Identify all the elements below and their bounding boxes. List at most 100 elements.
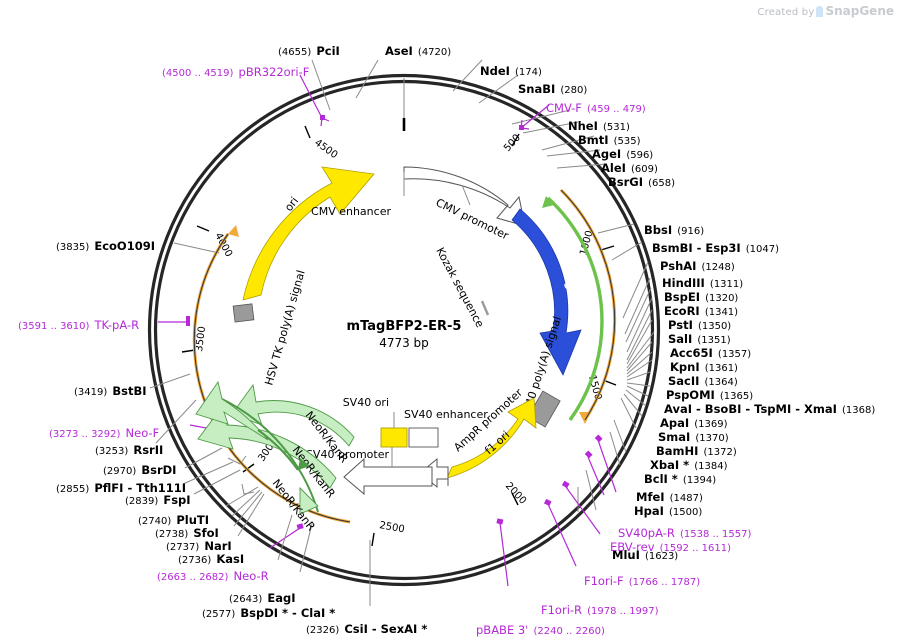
enzyme-label-ndei[interactable]: NdeI (174) — [480, 62, 542, 78]
enzyme-label-bamhi[interactable]: BamHI (1372) — [656, 442, 737, 458]
enzyme-name: BspEI — [664, 290, 700, 304]
enzyme-name: BmtI — [578, 133, 609, 147]
enzyme-leader-lines-right — [577, 223, 655, 512]
enzyme-label-ecori[interactable]: EcoRI (1341) — [664, 302, 738, 318]
primer-label-tk-pa-r[interactable]: (3591 .. 3610) TK-pA-R — [18, 316, 139, 332]
enzyme-pos: (1487) — [669, 493, 703, 504]
primer-label-f1ori-f[interactable]: F1ori-F (1766 .. 1787) — [584, 572, 700, 588]
enzyme-name: PflFI - Tth111I — [94, 481, 187, 495]
enzyme-label-eagi[interactable]: (2643) EagI — [229, 589, 296, 605]
enzyme-label-mfei[interactable]: MfeI (1487) — [636, 488, 703, 504]
primer-label-pbabe-3prime[interactable]: pBABE 3' (2240 .. 2260) — [476, 621, 605, 637]
enzyme-label-kpni[interactable]: KpnI (1361) — [670, 358, 738, 374]
enzyme-name: SmaI — [658, 430, 691, 444]
enzyme-label-hindiii[interactable]: HindIII (1311) — [662, 274, 743, 290]
enzyme-label-snabi[interactable]: SnaBI (280) — [518, 80, 587, 96]
primer-name: Neo-F — [125, 426, 160, 440]
enzyme-name: PciI — [316, 44, 340, 58]
enzyme-label-nari[interactable]: (2737) NarI — [166, 537, 232, 553]
enzyme-name: AseI — [385, 44, 413, 58]
enzyme-pos: (1311) — [709, 279, 744, 290]
enzyme-label-bspdi-clai[interactable]: (2577) BspDI * - ClaI * — [202, 604, 335, 620]
enzyme-label-pspomi[interactable]: PspOMI (1365) — [666, 386, 753, 402]
enzyme-name: FspI — [163, 493, 191, 507]
enzyme-pos: (174) — [515, 67, 542, 78]
enzyme-label-pflfi-tth111i[interactable]: (2855) PflFI - Tth111I — [56, 479, 186, 495]
enzyme-pos: (916) — [677, 226, 705, 237]
enzyme-pos: (1365) — [719, 391, 754, 402]
enzyme-pos: (1394) — [682, 475, 717, 486]
enzyme-pos: (1320) — [705, 293, 739, 304]
primer-range: (459 .. 479) — [587, 104, 646, 115]
enzyme-label-kasi[interactable]: (2736) KasI — [178, 550, 244, 566]
primer-range: (4500 .. 4519) — [162, 68, 234, 79]
enzyme-label-pluti[interactable]: (2740) PluTI — [138, 511, 209, 527]
feature-sv40-promoter: SV40 promoter — [306, 444, 433, 496]
enzyme-pos: (1500) — [669, 507, 703, 518]
enzyme-label-pshai[interactable]: PshAI (1248) — [660, 257, 735, 273]
svg-text:CMV promoter: CMV promoter — [434, 196, 511, 243]
enzyme-label-avai-bsobi-tspmi-xmai[interactable]: AvaI - BsoBI - TspMI - XmaI (1368) — [664, 400, 875, 416]
enzyme-pos: (4655) — [278, 47, 312, 58]
enzyme-label-alei[interactable]: AleI (609) — [601, 159, 658, 175]
enzyme-name: SfoI — [193, 526, 219, 540]
enzyme-label-pcii[interactable]: (4655) PciI — [278, 42, 340, 58]
enzyme-label-nhei[interactable]: NheI (531) — [568, 117, 630, 133]
svg-text:3500: 3500 — [194, 326, 208, 353]
enzyme-label-smai[interactable]: SmaI (1370) — [658, 428, 729, 444]
enzyme-name: ApaI — [660, 416, 690, 430]
enzyme-label-bsrdi[interactable]: (2970) BsrDI — [103, 461, 176, 477]
enzyme-pos: (2970) — [103, 466, 137, 477]
enzyme-name: BspDI * - ClaI * — [240, 606, 336, 620]
enzyme-label-bsmbi-esp3i[interactable]: BsmBI - Esp3I (1047) — [652, 239, 779, 255]
svg-text:CMV enhancer: CMV enhancer — [311, 205, 391, 218]
enzyme-name: SalI — [668, 332, 693, 346]
primer-label-neo-r[interactable]: (2663 .. 2682) Neo-R — [157, 567, 269, 583]
created-by-label: Created by — [757, 7, 815, 18]
primer-label-cmv-f[interactable]: CMV-F (459 .. 479) — [546, 99, 646, 115]
enzyme-label-rsrii[interactable]: (3253) RsrII — [95, 441, 163, 457]
enzyme-label-sacii[interactable]: SacII (1364) — [668, 372, 738, 388]
svg-text:4500: 4500 — [312, 137, 339, 161]
feature-hsv-tk-polya: HSV TK poly(A) signal — [232, 269, 308, 387]
enzyme-label-csii-sexai[interactable]: (2326) CsiI - SexAI * — [306, 620, 427, 636]
primer-label-pbr322ori-f[interactable]: (4500 .. 4519) pBR322ori-F — [162, 63, 309, 79]
enzyme-label-agei[interactable]: AgeI (596) — [592, 145, 653, 161]
enzyme-label-xbai[interactable]: XbaI * (1384) — [650, 456, 728, 472]
enzyme-label-apai[interactable]: ApaI (1369) — [660, 414, 728, 430]
enzyme-name: BamHI — [656, 444, 699, 458]
primer-label-ebv-rev[interactable]: EBV-rev (1592 .. 1611) — [610, 538, 731, 554]
enzyme-name: XbaI * — [650, 458, 690, 472]
enzyme-label-psti[interactable]: PstI (1350) — [668, 316, 731, 332]
enzyme-name: HpaI — [634, 504, 664, 518]
primer-label-sv40pa-r[interactable]: SV40pA-R (1538 .. 1557) — [618, 524, 751, 540]
feature-kozak: Kozak sequence — [433, 245, 490, 330]
enzyme-label-bsrgi[interactable]: BsrGI (658) — [608, 173, 675, 189]
feature-ori: ori — [242, 166, 375, 301]
enzyme-name: KpnI — [670, 360, 700, 374]
enzyme-label-fspi[interactable]: (2839) FspI — [125, 491, 191, 507]
enzyme-label-hpai[interactable]: HpaI (1500) — [634, 502, 702, 518]
enzyme-label-bmti[interactable]: BmtI (535) — [578, 131, 641, 147]
enzyme-label-bbsi[interactable]: BbsI (916) — [644, 221, 704, 237]
enzyme-name: PspOMI — [666, 388, 715, 402]
enzyme-name: KasI — [216, 552, 245, 566]
primer-label-neo-f[interactable]: (3273 .. 3292) Neo-F — [49, 424, 159, 440]
primer-name: pBABE 3' — [476, 623, 529, 637]
enzyme-name: RsrII — [133, 443, 164, 457]
feature-sv40-ori: SV40 ori — [343, 396, 408, 448]
primer-label-f1ori-r[interactable]: F1ori-R (1978 .. 1997) — [541, 601, 659, 617]
snapgene-branding: Created by SnapGene — [757, 4, 894, 18]
enzyme-label-mlui[interactable]: MluI (1623) — [612, 546, 678, 562]
enzyme-name: AleI — [601, 161, 626, 175]
enzyme-label-asei[interactable]: AseI (4720) — [385, 42, 451, 58]
enzyme-label-bcli[interactable]: BclI * (1394) — [644, 470, 716, 486]
enzyme-label-bspei[interactable]: BspEI (1320) — [664, 288, 738, 304]
enzyme-label-sfoi[interactable]: (2738) SfoI — [155, 524, 219, 540]
enzyme-label-bstbi[interactable]: (3419) BstBI — [74, 382, 147, 398]
primer-range: (1538 .. 1557) — [679, 529, 752, 540]
enzyme-label-acc65i[interactable]: Acc65I (1357) — [670, 344, 751, 360]
enzyme-label-ecoo109i[interactable]: (3835) EcoO109I — [56, 237, 155, 253]
enzyme-label-sali[interactable]: SalI (1351) — [668, 330, 731, 346]
